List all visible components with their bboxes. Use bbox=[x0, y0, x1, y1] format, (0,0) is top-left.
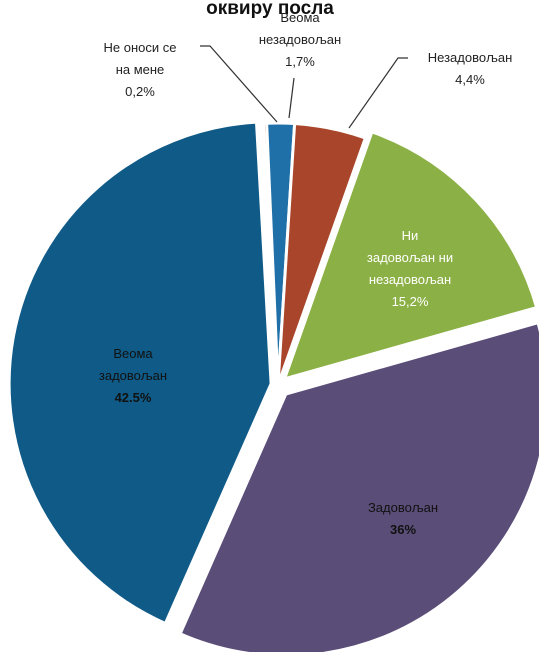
leader-line bbox=[200, 45, 278, 123]
leader-lines bbox=[200, 45, 408, 129]
leader-line bbox=[288, 77, 295, 119]
pie-slice bbox=[7, 120, 273, 626]
slice-label: Задовољан 36% bbox=[368, 500, 438, 537]
pie-slice bbox=[276, 121, 368, 386]
slice-label: Веома задовољан 42.5% bbox=[99, 346, 167, 405]
slice-label: Ни задовољан ни незадовољан 15,2% bbox=[367, 228, 453, 309]
pie-slice bbox=[282, 129, 539, 382]
chart-title: оквиру посла bbox=[206, 0, 334, 19]
pie-slices bbox=[7, 120, 539, 657]
leader-line bbox=[348, 57, 408, 129]
slice-label: Веома незадовољан 1,7% bbox=[259, 10, 341, 69]
slice-label: Незадовољан 4,4% bbox=[428, 50, 513, 87]
slice-label: Не оноси се на мене 0,2% bbox=[104, 40, 177, 99]
slice-labels: Не оноси се на мене 0,2% Веома незадовољан 1,… bbox=[99, 10, 512, 537]
